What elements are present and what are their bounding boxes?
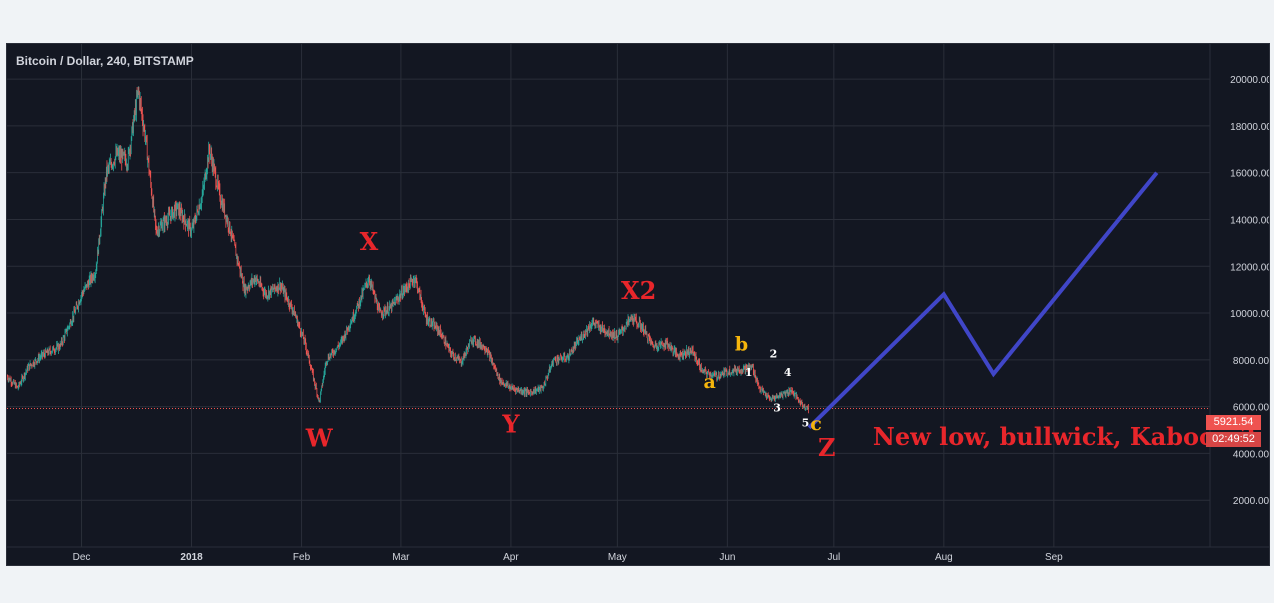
- time-tick-label: Sep: [1045, 552, 1063, 563]
- time-tick-label: Aug: [935, 552, 953, 563]
- wave-annotation: Z: [818, 433, 836, 462]
- wave-annotation: 1: [745, 366, 753, 379]
- chart-title: Bitcoin / Dollar, 240, BITSTAMP: [16, 54, 194, 68]
- price-tick-label: 14000.00: [1230, 215, 1269, 226]
- time-tick-label: Apr: [503, 552, 519, 563]
- wave-annotation: W: [305, 423, 334, 452]
- wave-annotation: 4: [784, 366, 792, 379]
- candles-group: [7, 86, 809, 414]
- projection-line: [807, 171, 1159, 430]
- chart-panel[interactable]: 2000.00 4000.00 6000.00 8000.00 10000.00 1200…: [6, 43, 1270, 566]
- wave-annotation: c: [810, 413, 822, 435]
- current-price-tag: 5921.54: [1206, 415, 1261, 430]
- time-tick-label: Mar: [392, 552, 410, 563]
- wave-annotation: 3: [773, 401, 781, 414]
- price-tick-label: 6000.00: [1233, 403, 1269, 414]
- wave-annotation: b: [735, 333, 748, 355]
- time-tick-label: May: [608, 552, 627, 563]
- price-tick-label: 16000.00: [1230, 169, 1269, 180]
- wave-annotation: 2: [770, 347, 778, 360]
- time-tick-label: Dec: [73, 552, 91, 563]
- time-tick-label: Jun: [719, 552, 735, 563]
- price-tick-label: 18000.00: [1230, 122, 1269, 133]
- price-chart[interactable]: 2000.004000.006000.008000.0010000.001200…: [7, 44, 1269, 565]
- wave-annotation: a: [703, 371, 715, 393]
- wave-annotation: X: [360, 227, 379, 256]
- time-tick-label: 2018: [180, 552, 203, 563]
- price-tick-label: 8000.00: [1233, 356, 1269, 367]
- wave-annotation: X2: [621, 276, 656, 305]
- candle-countdown-tag: 02:49:52: [1206, 432, 1261, 447]
- wave-annotation: Y: [501, 409, 520, 438]
- wave-annotation: New low, bullwick, Kaboom?: [873, 422, 1255, 451]
- price-tick-label: 2000.00: [1233, 496, 1269, 507]
- price-tick-label: 20000.00: [1230, 75, 1269, 86]
- time-tick-label: Jul: [827, 552, 840, 563]
- price-tick-label: 12000.00: [1230, 262, 1269, 273]
- price-tick-label: 10000.00: [1230, 309, 1269, 320]
- wave-annotation: 5: [802, 417, 810, 430]
- price-tick-label: 4000.00: [1233, 449, 1269, 460]
- time-tick-label: Feb: [293, 552, 311, 563]
